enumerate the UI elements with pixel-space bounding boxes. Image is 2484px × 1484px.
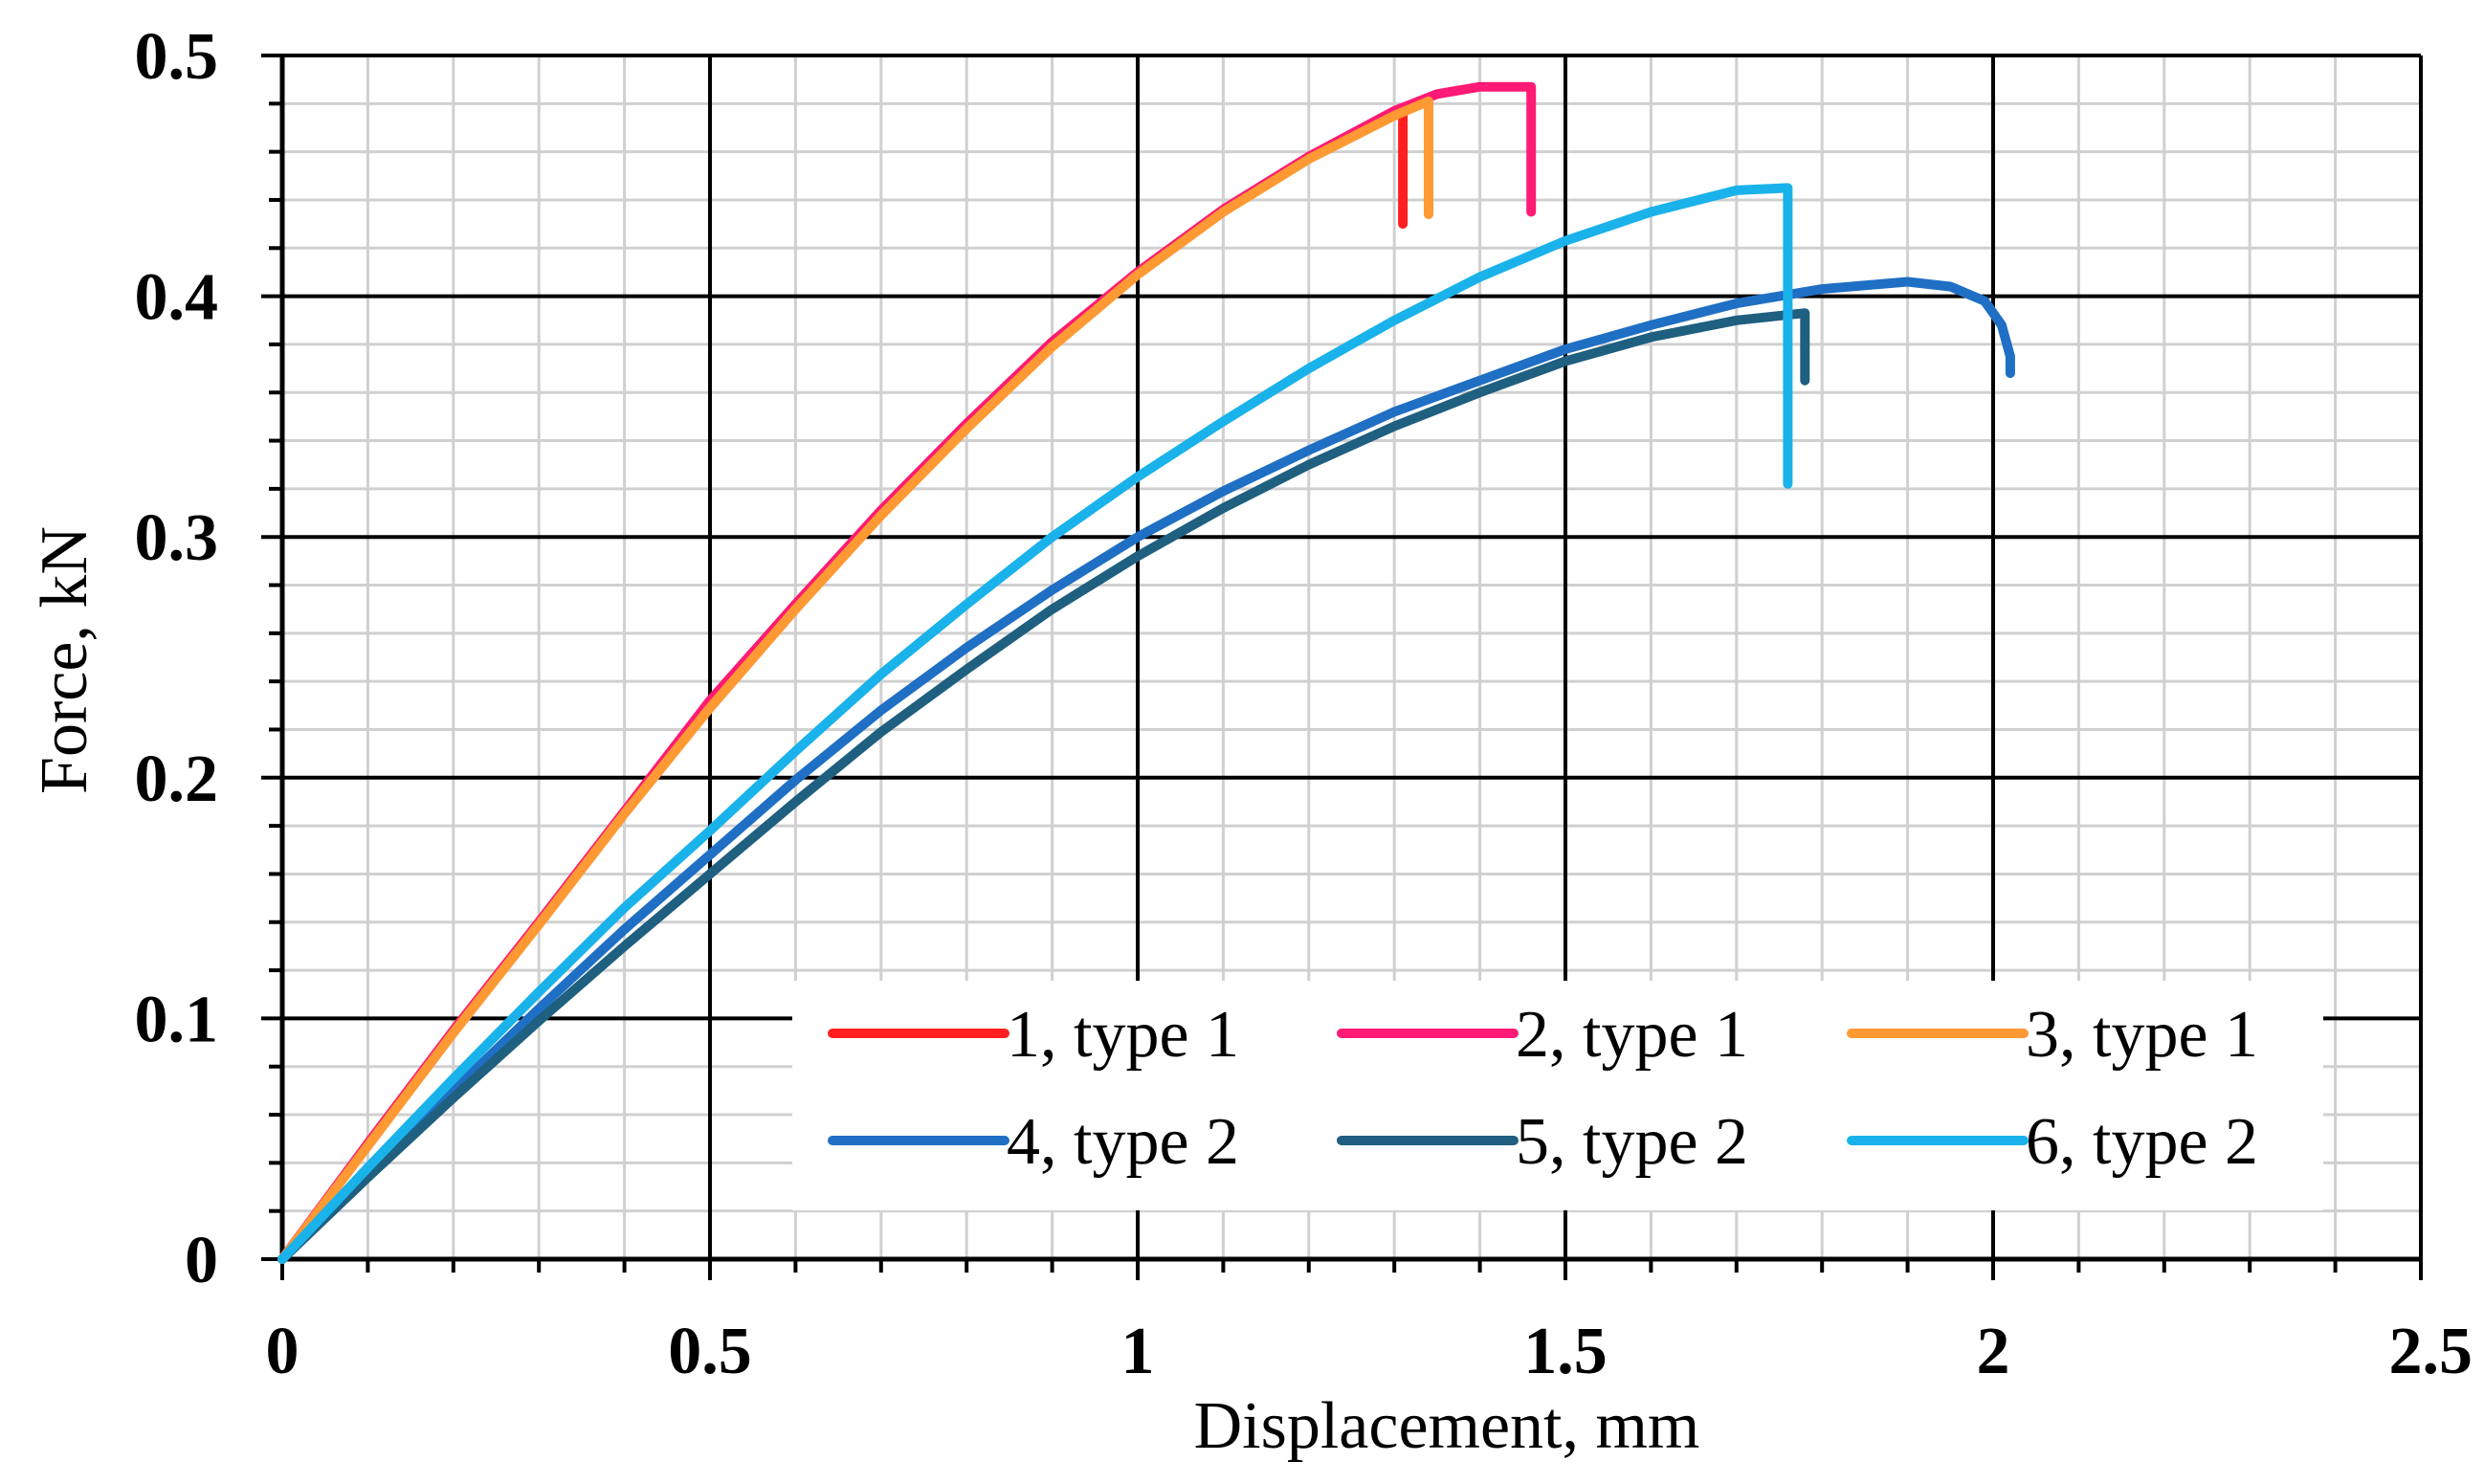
x-tick-label: 1 [1121, 1315, 1155, 1388]
y-tick-label: 0 [185, 1224, 218, 1297]
x-tick-label: 1.5 [1523, 1315, 1608, 1388]
y-axis-title: Force, kN [28, 526, 101, 794]
legend-label-2: 2, type 1 [1516, 998, 1748, 1072]
y-tick-label: 0.2 [135, 742, 219, 816]
legend-box [792, 981, 2323, 1210]
legend: 1, type 1 2, type 1 3, type 1 4, type 2 5, t… [792, 981, 2323, 1210]
tick-labels: 0 0.5 1 1.5 2 2.5 0 0.1 0.2 0.3 0.4 0.5 [135, 20, 2473, 1388]
x-tick-label: 0.5 [668, 1315, 752, 1388]
y-tick-label: 0.1 [135, 983, 219, 1056]
series-line-5 [277, 308, 1810, 1264]
axes [261, 54, 2423, 1280]
y-tick-label: 0.5 [135, 20, 219, 94]
legend-label-4: 4, type 2 [1007, 1105, 1239, 1179]
y-tick-label: 0.3 [135, 501, 219, 575]
x-tick-label: 0 [266, 1315, 299, 1388]
x-tick-label: 2.5 [2389, 1315, 2473, 1388]
series-line-3 [277, 96, 1433, 1264]
series-line-6 [277, 183, 1793, 1264]
x-tick-label: 2 [1977, 1315, 2010, 1388]
x-axis-title: Displacement, mm [1194, 1389, 1700, 1463]
legend-label-1: 1, type 1 [1007, 998, 1239, 1072]
series-layer [277, 81, 2015, 1264]
legend-label-5: 5, type 2 [1516, 1105, 1748, 1179]
legend-label-6: 6, type 2 [2026, 1105, 2258, 1179]
legend-label-3: 3, type 1 [2026, 998, 2258, 1072]
y-tick-label: 0.4 [135, 261, 219, 335]
series-line-4 [277, 277, 2015, 1264]
